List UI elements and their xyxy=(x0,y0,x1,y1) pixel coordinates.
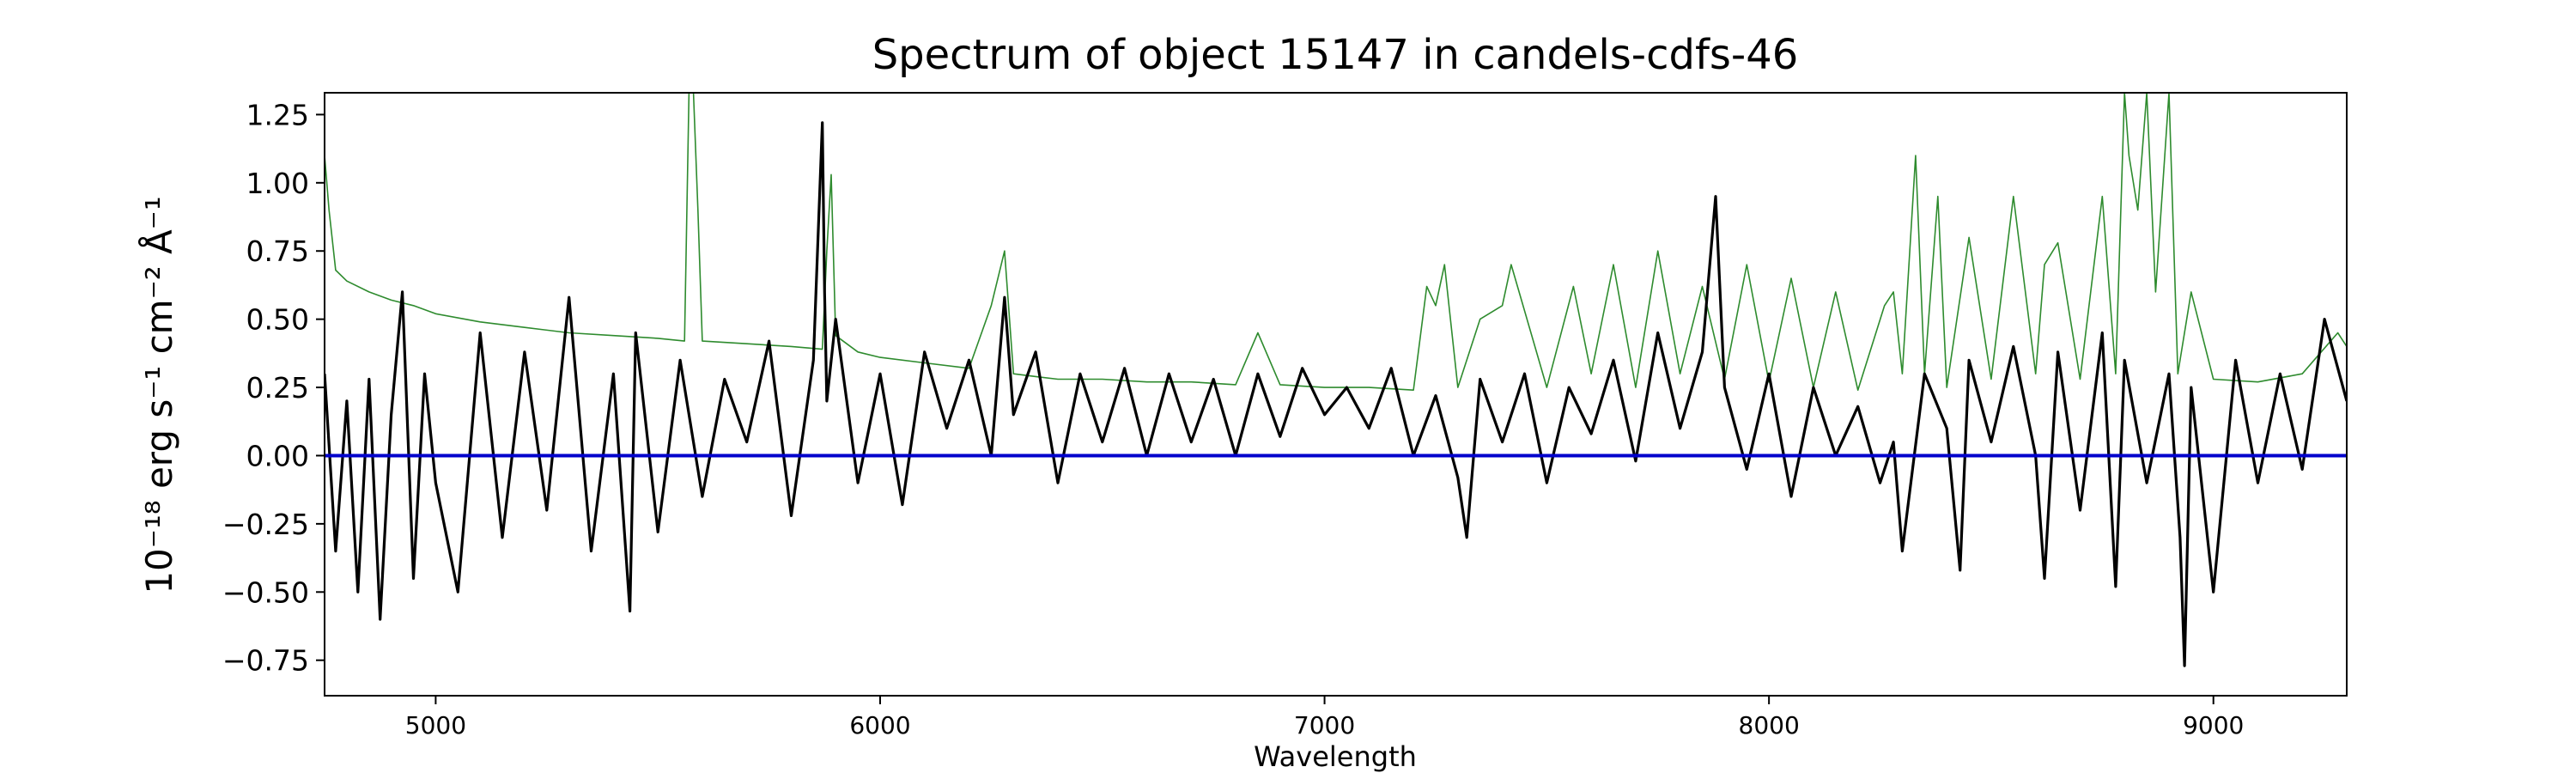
y-tick-label: 1.25 xyxy=(246,98,309,131)
error-series-line xyxy=(325,93,2347,392)
series-layer xyxy=(325,93,2347,667)
x-tick-label: 5000 xyxy=(405,711,466,740)
axes-layer: 5000 6000 7000 8000 9000 −0.75 −0.50 −0.25 0.00 0… xyxy=(222,92,2348,740)
y-tick-label: 0.75 xyxy=(246,234,309,268)
y-tick-label: 0.50 xyxy=(246,303,309,337)
x-tick-label: 9000 xyxy=(2183,711,2244,740)
y-tick-label: 0.25 xyxy=(246,371,309,405)
x-tick-label: 7000 xyxy=(1294,711,1355,740)
chart-title: Spectrum of object 15147 in candels-cdfs… xyxy=(872,31,1799,79)
y-tick-label: −0.25 xyxy=(222,508,309,541)
x-tick-label: 6000 xyxy=(849,711,910,740)
flux-series-line xyxy=(325,121,2347,667)
y-tick-label: −0.50 xyxy=(222,575,309,609)
y-tick-label: 1.00 xyxy=(246,167,309,200)
y-axis-label: 10⁻¹⁸ erg s⁻¹ cm⁻² Å⁻¹ xyxy=(137,196,180,593)
y-tick-label: −0.75 xyxy=(222,644,309,678)
plot-frame xyxy=(324,92,2348,697)
x-tick-label: 8000 xyxy=(1739,711,1800,740)
y-tick-label: 0.00 xyxy=(246,439,309,472)
x-axis-label: Wavelength xyxy=(1254,740,1417,773)
